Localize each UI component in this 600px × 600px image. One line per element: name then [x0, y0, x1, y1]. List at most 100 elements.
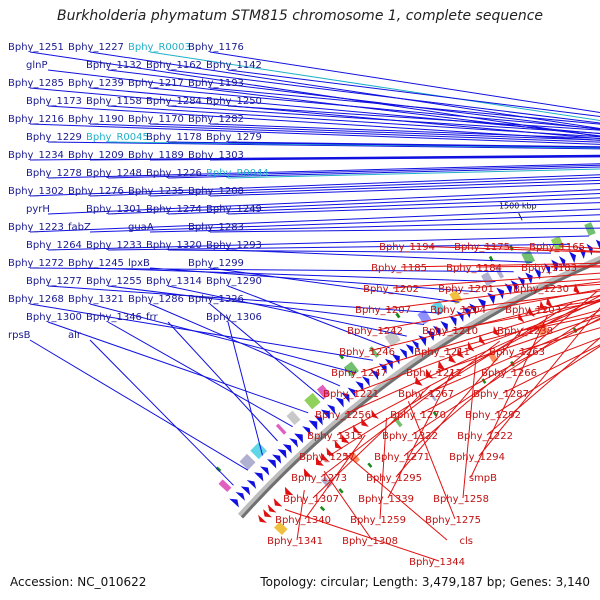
gene-label: Bphy_1314 [146, 276, 202, 287]
gene-label: Bphy_1258 [433, 494, 489, 505]
gene-label: glnP [26, 60, 48, 71]
forward-gene-arrow [246, 479, 257, 489]
gene-label: Bphy_1234 [8, 150, 64, 161]
gene-label: Bphy_1170 [128, 114, 184, 125]
gene-label: Bphy_1299 [188, 258, 244, 269]
reverse-gene-arrow [258, 514, 267, 523]
leader-line [47, 285, 442, 314]
leader-line [47, 321, 309, 414]
forward-gene-arrow [449, 315, 457, 327]
leader-line [149, 179, 600, 197]
leader-line [149, 220, 600, 233]
reverse-gene-arrow [361, 417, 369, 427]
rna-marker [395, 312, 401, 319]
cog-block [535, 322, 549, 336]
leader-line [29, 339, 249, 471]
gene-label: Bphy_1178 [146, 132, 202, 143]
gene-label: Bphy_1286 [128, 294, 184, 305]
leader-line [407, 401, 456, 520]
reverse-gene-arrow [341, 434, 350, 444]
tick-label: 1500 kbp [499, 201, 537, 210]
leader-line [328, 302, 573, 457]
reverse-gene-arrow [267, 504, 277, 513]
gene-label: Bphy_R0044 [206, 168, 269, 179]
gene-label: Bphy_1285 [8, 78, 64, 89]
reverse-gene-arrow [273, 498, 283, 507]
forward-gene-arrow [391, 353, 400, 365]
leader-line [89, 339, 234, 486]
leader-line [470, 314, 549, 478]
forward-gene-arrow [289, 438, 299, 448]
leader-line [89, 176, 600, 197]
gene-label: Bphy_1263 [489, 347, 545, 358]
cog-block [584, 222, 596, 237]
position-ticks: 1250 kbp1300 kbp1350 kbp1400 kbp1450 kbp… [499, 201, 537, 221]
gene-label: Bphy_1245 [68, 258, 124, 269]
gene-label: Bphy_1292 [465, 410, 521, 421]
gene-label: alr [68, 330, 82, 341]
reverse-gene-arrow [320, 452, 329, 462]
gene-label: Bphy_1266 [481, 368, 537, 379]
leader-line [510, 337, 600, 373]
cog-block [392, 416, 403, 428]
leader-line [227, 285, 390, 349]
forward-gene-arrow [272, 454, 282, 464]
figure-title: Burkholderia phymatum STM815 chromosome … [56, 8, 543, 24]
rna-marker [319, 505, 326, 512]
forward-gene-arrow [308, 420, 318, 431]
forward-gene-arrow [326, 404, 336, 415]
gene-label: Bphy_1259 [350, 515, 406, 526]
gene-label: Bphy_1272 [8, 258, 64, 269]
leader-line [360, 298, 600, 373]
chromosome-backbone [240, 260, 600, 519]
forward-gene-arrow [568, 251, 576, 264]
gene-label: Bphy_1257 [299, 452, 355, 463]
gene-label: Bphy_1274 [146, 204, 202, 215]
forward-gene-arrow [440, 321, 448, 332]
leader-line [47, 69, 600, 137]
cog-block [550, 235, 565, 251]
leader-line [368, 294, 600, 352]
leader-line [227, 202, 600, 215]
forward-gene-arrow [259, 466, 270, 476]
gene-label: Bphy_1279 [206, 132, 262, 143]
gene-label: Bphy_1217 [128, 78, 184, 89]
leader-line [352, 300, 600, 394]
gene-label: Bphy_1341 [267, 536, 323, 547]
leader-line [107, 141, 600, 149]
gene-label: Bphy_1209 [68, 150, 124, 161]
rna-marker [481, 378, 487, 384]
gene-label: rpsB [8, 330, 31, 341]
leader-line [167, 69, 600, 124]
leader-line [384, 281, 600, 310]
forward-gene-arrow [294, 433, 303, 444]
leader-line [89, 123, 600, 143]
gene-label: Bphy_1142 [206, 60, 262, 71]
gene-label: Bphy_1308 [342, 536, 398, 547]
rna-marker [215, 466, 222, 472]
gene-label: Bphy_1239 [68, 78, 124, 89]
gene-label: Bphy_1233 [86, 240, 142, 251]
leader-line [467, 278, 600, 289]
cog-block [250, 442, 267, 460]
leader-line [395, 327, 524, 478]
gene-label: Bphy_1307 [283, 494, 339, 505]
gene-label: Bphy_1340 [275, 515, 331, 526]
gene-label: Bphy_1249 [206, 204, 262, 215]
gene-label: Bphy_1284 [146, 96, 202, 107]
gene-label: Bphy_1216 [8, 114, 64, 125]
leader-line [29, 208, 600, 233]
leader-line [427, 318, 600, 394]
forward-gene-arrow [361, 376, 370, 387]
reverse-gene-arrow [371, 409, 379, 419]
gene-label: pyrH [26, 204, 50, 215]
leader-line [209, 156, 600, 161]
gene-label: Bphy_1165 [529, 242, 585, 253]
forward-gene-arrow [267, 459, 277, 469]
forward-gene-arrow [504, 283, 513, 295]
gene-label: Bphy_1326 [188, 294, 244, 305]
gene-label: Bphy_1294 [449, 452, 505, 463]
leader-line [29, 123, 600, 145]
reverse-gene-arrow [334, 440, 343, 450]
leader-line [107, 321, 293, 428]
